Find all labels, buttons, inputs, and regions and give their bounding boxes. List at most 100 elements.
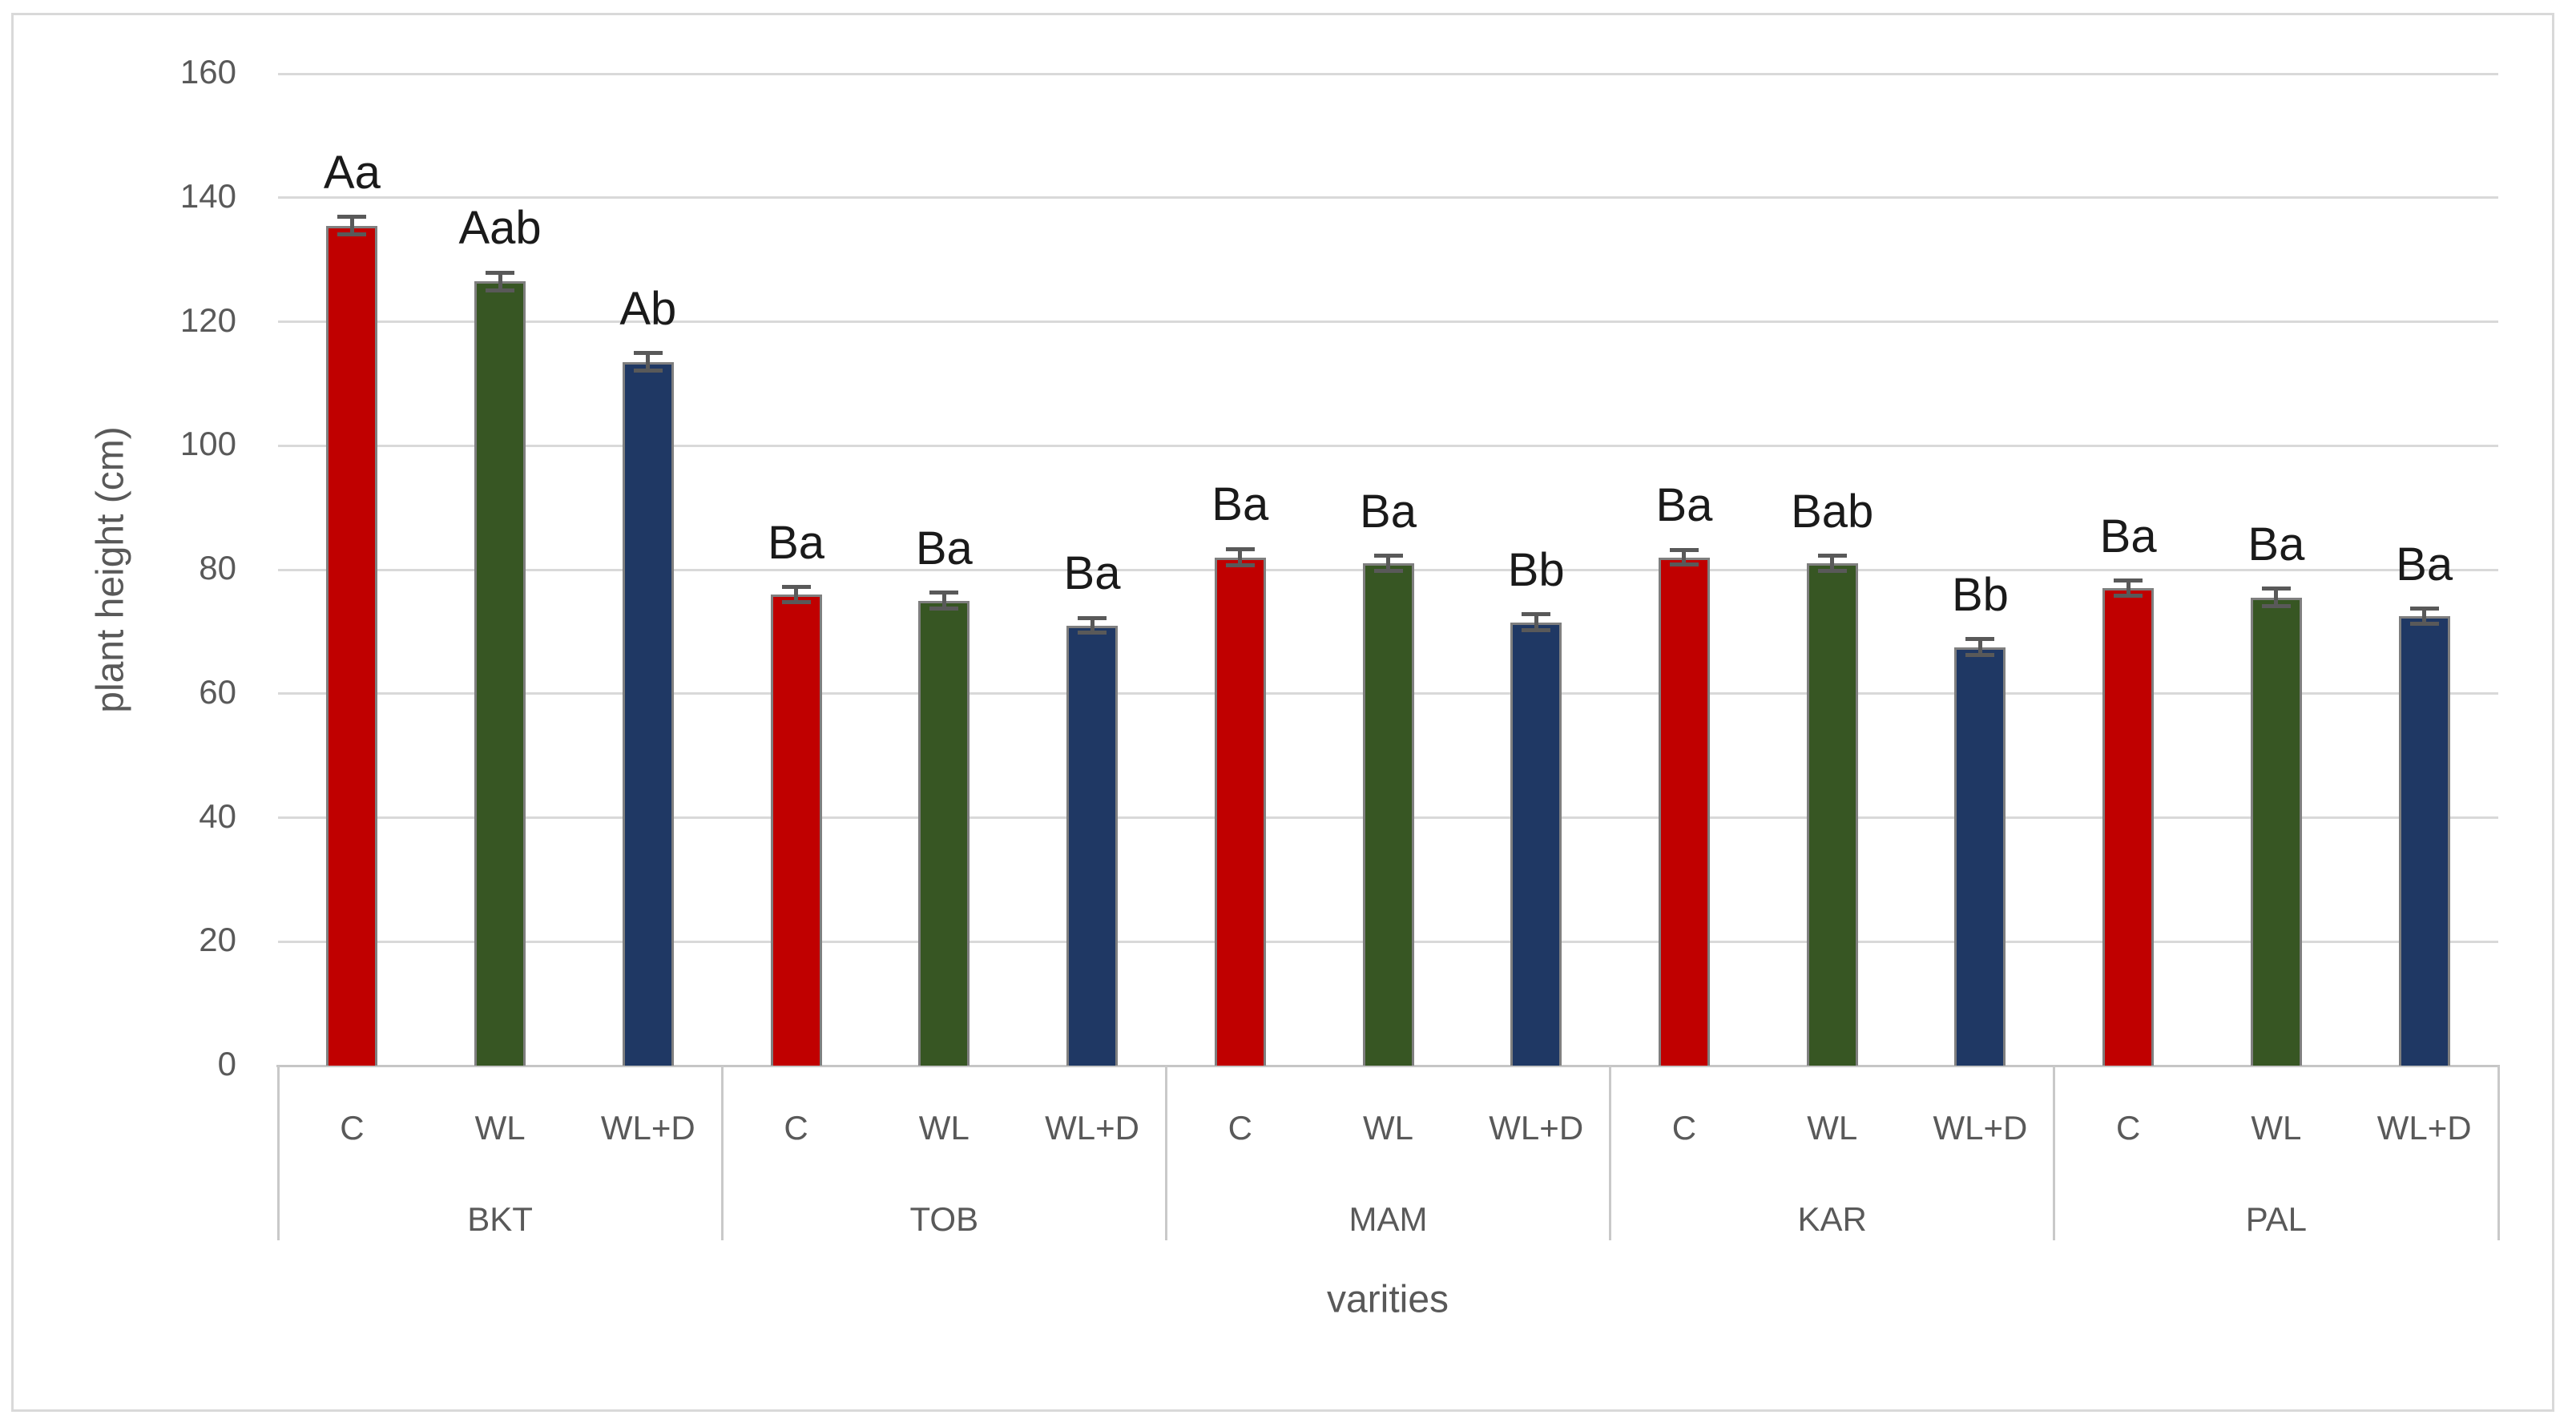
error-bar-cap-top (1225, 546, 1255, 551)
significance-label-TOB-WL+D: Ba (1063, 547, 1121, 600)
error-bar-line (2126, 580, 2131, 596)
y-tick-label-140: 140 (179, 176, 236, 215)
y-tick-label-80: 80 (199, 549, 236, 587)
error-bar-line (2274, 588, 2279, 607)
error-bar-line (1977, 639, 1982, 655)
category-divider-0 (276, 1066, 280, 1240)
y-tick-label-0: 0 (217, 1045, 236, 1083)
significance-label-TOB-C: Ba (768, 516, 825, 569)
treatment-label-PAL-C: C (2115, 1109, 2141, 1147)
treatment-label-TOB-WL+D: WL+D (1045, 1109, 1139, 1147)
category-divider-1 (720, 1066, 724, 1240)
bar-PAL-WL+D (2398, 616, 2450, 1066)
bar-KAR-WL (1806, 563, 1858, 1066)
error-bar-line (646, 353, 651, 371)
error-bar-cap-bottom (2261, 604, 2291, 609)
treatment-label-PAL-WL+D: WL+D (2376, 1109, 2472, 1147)
error-bar-cap-top (1078, 615, 1107, 620)
error-bar-cap-top (781, 585, 811, 590)
error-bar-line (1830, 555, 1835, 571)
error-bar-cap-bottom (2409, 621, 2439, 626)
category-divider-3 (1609, 1066, 1612, 1240)
bar-TOB-WL (918, 600, 970, 1066)
treatment-label-MAM-WL+D: WL+D (1489, 1109, 1584, 1147)
error-bar-cap-top (1522, 612, 1551, 617)
error-bar-cap-bottom (1078, 631, 1107, 635)
category-divider-5 (2497, 1066, 2500, 1240)
significance-label-BKT-WL: Aab (458, 202, 542, 255)
treatment-label-BKT-C: C (340, 1109, 365, 1147)
error-bar-cap-top (337, 215, 367, 220)
y-axis-title: plant height (cm) (89, 426, 132, 713)
error-bar-line (498, 272, 502, 291)
error-bar-line (1090, 618, 1094, 633)
category-divider-2 (1164, 1066, 1167, 1240)
error-bar-cap-top (929, 591, 959, 595)
bar-PAL-WL (2250, 597, 2302, 1066)
gridline-160 (278, 72, 2498, 75)
error-bar-line (2422, 608, 2427, 624)
y-tick-label-120: 120 (179, 300, 236, 339)
significance-label-PAL-WL+D: Ba (2396, 538, 2453, 591)
treatment-label-KAR-C: C (1671, 1109, 1697, 1147)
significance-label-KAR-WL: Bab (1791, 485, 1874, 538)
group-label-BKT: BKT (467, 1200, 533, 1238)
significance-label-BKT-C: Aa (323, 146, 381, 199)
error-bar-cap-bottom (633, 369, 663, 373)
treatment-label-KAR-WL+D: WL+D (1933, 1109, 2028, 1147)
bar-TOB-WL+D (1066, 625, 1119, 1066)
gridline-140 (278, 196, 2498, 200)
error-bar-cap-top (2261, 587, 2291, 591)
error-bar-cap-top (486, 270, 515, 275)
significance-label-PAL-C: Ba (2099, 510, 2157, 562)
treatment-label-PAL-WL: WL (2251, 1109, 2302, 1147)
y-tick-label-160: 160 (179, 53, 236, 91)
y-tick-label-20: 20 (199, 921, 236, 959)
y-tick-label-60: 60 (199, 672, 236, 711)
y-tick-label-100: 100 (179, 425, 236, 463)
error-bar-cap-bottom (1522, 628, 1551, 633)
error-bar-cap-bottom (486, 288, 515, 292)
bar-MAM-WL+D (1510, 622, 1562, 1066)
error-bar-cap-top (2114, 578, 2143, 583)
bar-KAR-C (1658, 557, 1710, 1066)
gridline-100 (278, 444, 2498, 447)
group-label-KAR: KAR (1797, 1200, 1867, 1238)
error-bar-line (1534, 614, 1538, 631)
error-bar-cap-bottom (1965, 653, 1995, 658)
gridline-120 (278, 320, 2498, 323)
category-divider-4 (2053, 1066, 2056, 1240)
error-bar-line (1386, 555, 1390, 571)
significance-label-MAM-C: Ba (1211, 478, 1269, 531)
treatment-label-TOB-C: C (784, 1109, 808, 1147)
treatment-label-MAM-C: C (1228, 1109, 1252, 1147)
error-bar-line (349, 216, 354, 235)
error-bar-cap-bottom (337, 232, 367, 236)
significance-label-PAL-WL: Ba (2247, 518, 2305, 570)
error-bar-cap-bottom (2114, 593, 2143, 598)
error-bar-line (1682, 550, 1687, 565)
error-bar-cap-bottom (1817, 569, 1847, 574)
error-bar-line (794, 587, 799, 603)
error-bar-cap-top (633, 351, 663, 356)
bar-BKT-WL+D (622, 361, 674, 1066)
significance-label-KAR-C: Ba (1655, 479, 1713, 532)
error-bar-line (941, 592, 946, 609)
treatment-label-KAR-WL: WL (1807, 1109, 1858, 1147)
treatment-label-BKT-WL+D: WL+D (600, 1109, 695, 1147)
error-bar-line (1238, 549, 1243, 566)
bar-BKT-WL (474, 281, 526, 1066)
group-label-MAM: MAM (1348, 1200, 1428, 1238)
treatment-label-TOB-WL: WL (918, 1109, 970, 1147)
x-axis-title: varities (1326, 1278, 1449, 1321)
significance-label-BKT-WL+D: Ab (619, 282, 677, 335)
error-bar-cap-bottom (1373, 569, 1403, 574)
bar-BKT-C (326, 225, 378, 1066)
error-bar-cap-top (1817, 554, 1847, 558)
error-bar-cap-bottom (1225, 563, 1255, 568)
error-bar-cap-top (1669, 547, 1699, 552)
error-bar-cap-top (1965, 637, 1995, 642)
bar-KAR-WL+D (1954, 647, 2006, 1066)
